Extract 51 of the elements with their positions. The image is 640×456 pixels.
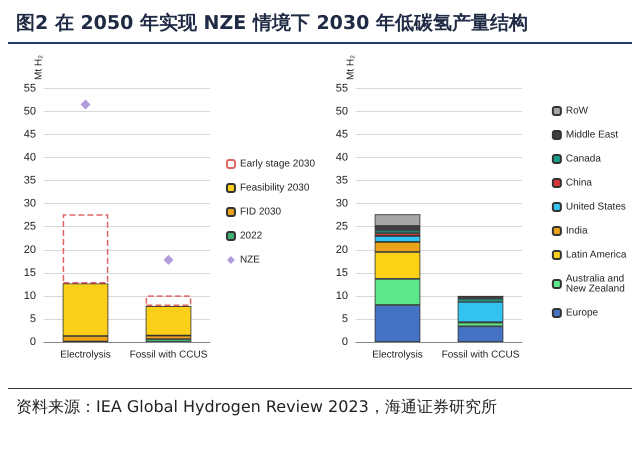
y-tick-label: 45 bbox=[24, 128, 36, 140]
y-tick-label: 55 bbox=[24, 82, 36, 94]
bar bbox=[146, 306, 192, 336]
x-tick-label: Fossil with CCUS bbox=[130, 350, 208, 360]
y-tick-label: 20 bbox=[336, 244, 348, 256]
legend-label: China bbox=[566, 178, 592, 188]
bar bbox=[62, 214, 108, 284]
y-tick-label: 25 bbox=[24, 220, 36, 233]
legend-label: Feasibility 2030 bbox=[240, 182, 310, 194]
legend-label: Latin America bbox=[566, 250, 627, 260]
bar bbox=[146, 295, 192, 306]
text: 资料来源：IEA Global Hydrogen Review 2023，海通证券研究所 bbox=[8, 388, 632, 426]
legend-label: FID 2030 bbox=[240, 206, 282, 218]
y-tick-label: 0 bbox=[342, 336, 348, 348]
legend-label: 2022 bbox=[240, 230, 263, 242]
y-tick-label: 5 bbox=[342, 312, 348, 325]
y-tick-label: 45 bbox=[336, 128, 348, 140]
legend-label: Europe bbox=[566, 308, 599, 318]
y-tick-label: 10 bbox=[336, 290, 348, 302]
y-tick-label: 30 bbox=[24, 198, 36, 210]
x-tick-label: Electrolysis bbox=[60, 350, 111, 360]
legend-label: Australia and New Zealand bbox=[566, 274, 625, 294]
legend-label: Canada bbox=[566, 154, 602, 164]
bar bbox=[458, 326, 504, 342]
legend-label: NZE bbox=[240, 254, 260, 266]
x-tick-label: Fossil with CCUS bbox=[442, 350, 520, 360]
y-tick-label: 5 bbox=[30, 312, 36, 325]
y-tick-label: 0 bbox=[30, 336, 36, 348]
bar bbox=[458, 302, 504, 322]
y-tick-label: 40 bbox=[336, 152, 348, 164]
text: 图2 在 2050 年实现 NZE 情境下 2030 年低碳氢产量结构 bbox=[8, 8, 632, 44]
legend-label: Early stage 2030 bbox=[240, 158, 316, 170]
y-tick-label: 50 bbox=[24, 105, 36, 118]
legend-label: RoW bbox=[566, 106, 589, 116]
legend-label: United States bbox=[566, 202, 626, 212]
y-tick-label: 15 bbox=[336, 266, 348, 279]
y-tick-label: 40 bbox=[24, 152, 36, 164]
y-tick-label: 25 bbox=[336, 220, 348, 233]
y-tick-label: 35 bbox=[24, 174, 36, 187]
legend-label: Middle East bbox=[566, 130, 618, 140]
y-tick-label: 50 bbox=[336, 105, 348, 118]
y-tick-label: 30 bbox=[336, 198, 348, 210]
y-axis-title: Mt H₂ bbox=[346, 54, 356, 80]
x-tick-label: Electrolysis bbox=[372, 350, 423, 360]
y-tick-label: 10 bbox=[24, 290, 36, 302]
y-tick-label: 35 bbox=[336, 174, 348, 187]
y-tick-label: 20 bbox=[24, 244, 36, 256]
y-tick-label: 55 bbox=[336, 82, 348, 94]
y-tick-label: 15 bbox=[24, 266, 36, 279]
y-axis-title: Mt H₂ bbox=[34, 54, 44, 80]
legend-label: India bbox=[566, 226, 588, 236]
